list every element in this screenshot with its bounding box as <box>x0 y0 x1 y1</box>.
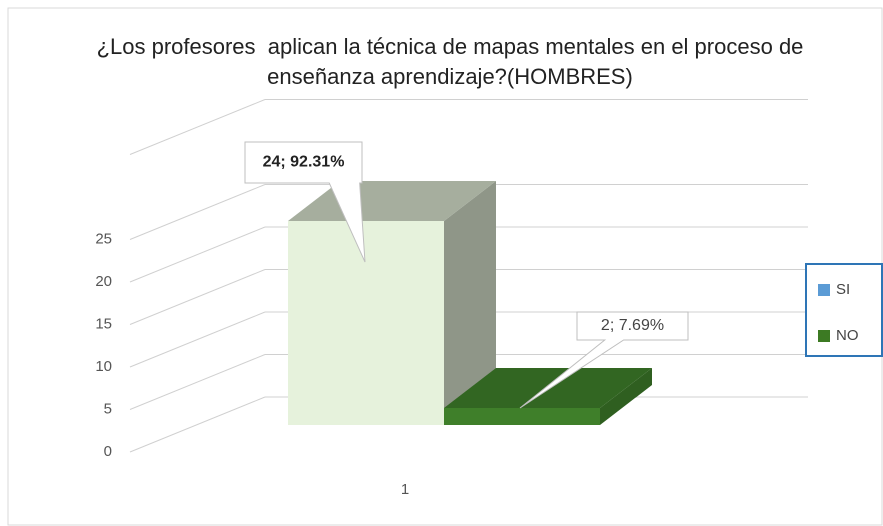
legend-swatch <box>818 284 830 296</box>
grid-line <box>129 311 266 368</box>
bar-side <box>600 368 652 425</box>
y-tick-label: 10 <box>95 358 112 375</box>
grid-line <box>129 226 266 283</box>
legend-label: NO <box>836 327 859 344</box>
x-tick-label: 1 <box>401 481 409 498</box>
chart-title: ¿Los profesores aplican la técnica de ma… <box>96 34 810 89</box>
grid-line <box>129 396 266 453</box>
grid-line <box>129 269 266 325</box>
y-tick-label: 15 <box>95 315 112 332</box>
data-label-box <box>244 141 366 263</box>
y-tick-label: 20 <box>95 273 112 290</box>
grid-line <box>129 354 266 410</box>
grid-line <box>129 99 266 155</box>
legend-swatch <box>818 330 830 342</box>
data-label: 2; 7.69% <box>601 317 664 334</box>
data-label: 24; 92.31% <box>263 154 345 171</box>
y-tick-label: 0 <box>104 443 112 460</box>
data-label-box <box>519 311 689 409</box>
y-tick-label: 5 <box>104 400 112 417</box>
legend-label: SI <box>836 281 850 298</box>
bar <box>288 221 444 425</box>
grid-line <box>129 184 266 240</box>
bar-side <box>444 181 496 425</box>
bar <box>444 408 600 425</box>
y-tick-label: 25 <box>95 230 112 247</box>
